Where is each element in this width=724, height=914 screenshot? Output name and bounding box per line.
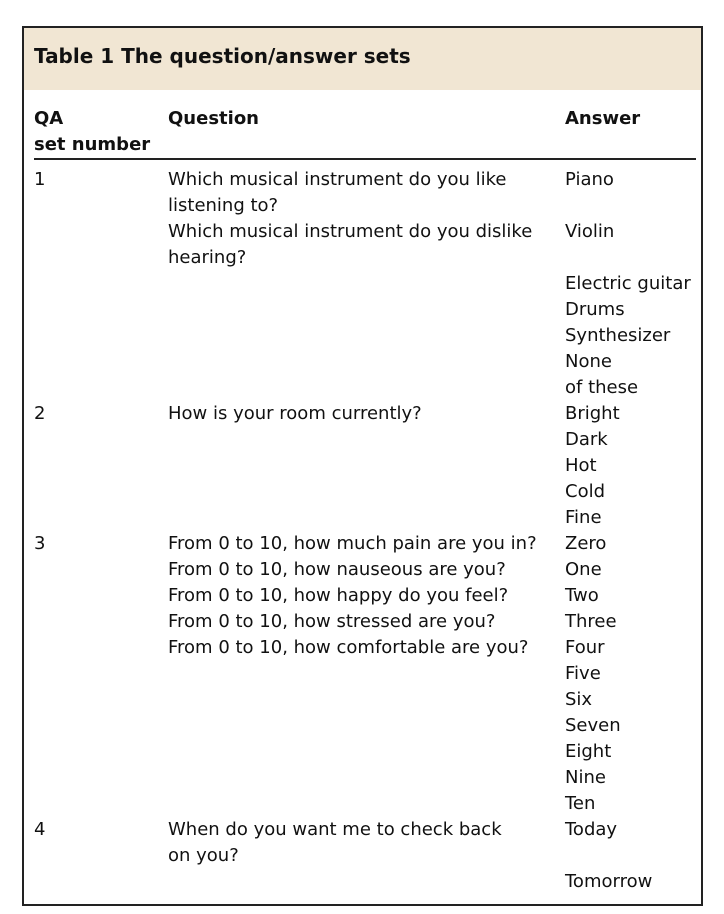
answer-cell: Ten [565,793,596,814]
answer-cell: Tomorrow [565,871,653,892]
answer-cell: Zero [565,533,607,554]
question-cell: When do you want me to check back [168,819,502,840]
answer-cell: Three [565,611,617,632]
answer-cell: Bright [565,403,620,424]
answer-cell: Two [565,585,599,606]
header-set-line1: QA [34,108,64,129]
question-cell: From 0 to 10, how nauseous are you? [168,559,506,580]
question-cell: From 0 to 10, how much pain are you in? [168,533,537,554]
answer-cell: Eight [565,741,612,762]
answer-cell: Fine [565,507,602,528]
answer-cell: Nine [565,767,606,788]
answer-cell: of these [565,377,639,398]
question-cell: From 0 to 10, how happy do you feel? [168,585,509,606]
answer-cell: Today [565,819,618,840]
answer-cell: Five [565,663,601,684]
answer-cell: Seven [565,715,621,736]
question-cell: on you? [168,845,239,866]
header-set-number: QA set number [34,106,150,158]
question-cell: listening to? [168,195,279,216]
set-number-cell: 1 [34,169,46,190]
answer-cell: Six [565,689,593,710]
answer-cell: Electric guitar [565,273,691,294]
header-set-line2: set number [34,134,151,155]
answer-cell: Synthesizer [565,325,671,346]
table-title: Table 1 The question/answer sets [34,44,411,68]
question-cell: hearing? [168,247,247,268]
answer-cell: Cold [565,481,606,502]
question-cell: How is your room currently? [168,403,422,424]
answer-cell: None [565,351,612,372]
header-answer: Answer [565,108,641,129]
answer-cell: Hot [565,455,597,476]
set-number-cell: 4 [34,819,46,840]
table-frame: Table 1 The question/answer sets QA set … [22,26,703,906]
header-rule [34,158,696,160]
set-number-cell: 3 [34,533,46,554]
table-caption-band: Table 1 The question/answer sets [24,28,701,90]
question-cell: From 0 to 10, how stressed are you? [168,611,496,632]
question-cell: Which musical instrument do you like [168,169,507,190]
answer-cell: Piano [565,169,614,190]
question-cell: From 0 to 10, how comfortable are you? [168,637,529,658]
answer-cell: One [565,559,602,580]
set-number-cell: 2 [34,403,46,424]
answer-cell: Four [565,637,605,658]
question-cell: Which musical instrument do you dislike [168,221,533,242]
answer-cell: Dark [565,429,608,450]
answer-cell: Violin [565,221,615,242]
header-question: Question [168,108,259,129]
answer-cell: Drums [565,299,625,320]
